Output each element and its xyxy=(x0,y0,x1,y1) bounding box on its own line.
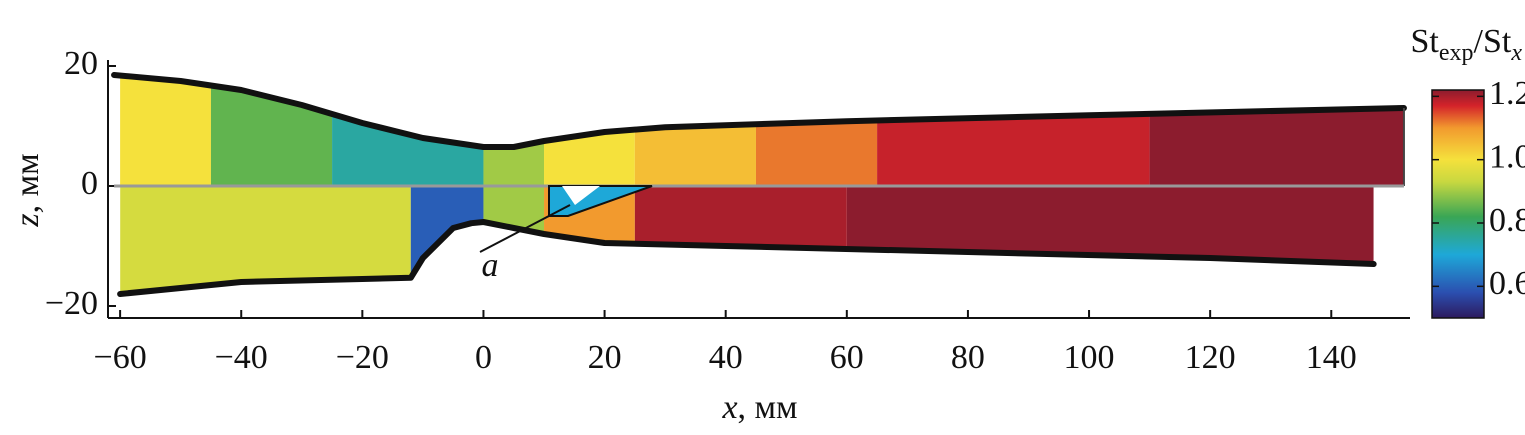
colorbar-tick-label: 1.2 xyxy=(1489,75,1525,112)
x-tick-label: 140 xyxy=(1306,339,1357,376)
x-tick-label: 80 xyxy=(951,339,985,376)
x-axis-unit: , мм xyxy=(738,389,798,426)
insert-cavity xyxy=(562,186,600,205)
y-axis-unit: , мм xyxy=(9,153,46,213)
x-tick-label: 40 xyxy=(709,339,743,376)
colorbar-title: Stexp/Stx xyxy=(1411,23,1523,66)
plot: −60 −40 −20 0 20 40 60 80 100 120 140 −20 0 20 0.6 0.8 1… xyxy=(45,45,1525,376)
heat-cell xyxy=(210,75,333,186)
x-tick-label: 120 xyxy=(1185,339,1236,376)
heat-cell xyxy=(410,186,484,294)
colorbar-title-base: /St xyxy=(1474,23,1512,60)
annotation-leader xyxy=(479,204,571,253)
heat-cell xyxy=(120,186,411,294)
x-tick-label: −40 xyxy=(215,339,268,376)
y-axis-symbol: z xyxy=(9,213,46,227)
heat-cell xyxy=(483,75,545,186)
x-tick-label: 60 xyxy=(830,339,864,376)
colorbar-title-base: St xyxy=(1411,23,1440,60)
colorbar-title-sub: x xyxy=(1510,40,1522,66)
colorbar xyxy=(1431,89,1485,319)
y-axis-title: z, мм xyxy=(9,153,46,227)
lower-field xyxy=(120,186,1374,294)
heat-cell xyxy=(544,75,635,186)
colorbar-tick-label: 0.8 xyxy=(1489,202,1525,239)
wall xyxy=(117,219,1377,297)
annotation: a xyxy=(482,247,499,284)
heat-cell xyxy=(1149,75,1404,186)
x-tick-label: 20 xyxy=(588,339,622,376)
x-tick-label: 0 xyxy=(475,339,492,376)
y-tick-label: 0 xyxy=(81,165,98,202)
colorbar-tick-label: 0.6 xyxy=(1489,265,1525,302)
heat-cell xyxy=(877,75,1150,186)
wall xyxy=(111,72,1407,150)
y-tick-label: −20 xyxy=(45,285,98,322)
x-tick-label: −60 xyxy=(94,339,147,376)
x-tick-label: −20 xyxy=(336,339,389,376)
y-tick-label: 20 xyxy=(64,45,98,82)
x-axis-symbol: x xyxy=(721,389,737,426)
colorbar-title-sub: exp xyxy=(1439,40,1474,66)
colorbar-tick-label: 1.0 xyxy=(1489,138,1525,175)
x-axis-title: x, мм xyxy=(721,389,797,426)
heat-cell xyxy=(120,75,211,186)
x-tick-label: 100 xyxy=(1064,339,1115,376)
heat-cell xyxy=(634,186,847,294)
